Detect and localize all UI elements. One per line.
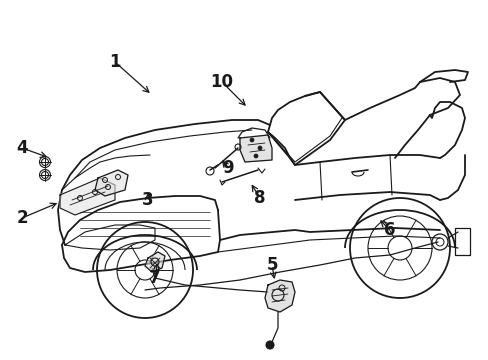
Polygon shape [145, 252, 164, 272]
Polygon shape [240, 135, 271, 162]
Text: 5: 5 [265, 256, 277, 274]
Polygon shape [264, 280, 294, 312]
Text: 3: 3 [142, 191, 154, 209]
Circle shape [265, 341, 273, 349]
Polygon shape [95, 170, 128, 196]
Circle shape [258, 146, 262, 150]
Polygon shape [60, 178, 115, 215]
Text: 8: 8 [254, 189, 265, 207]
Text: 4: 4 [16, 139, 28, 157]
Text: 10: 10 [210, 73, 233, 91]
Circle shape [249, 138, 253, 142]
Text: 6: 6 [384, 221, 395, 239]
Text: 1: 1 [109, 53, 121, 71]
Text: 2: 2 [16, 209, 28, 227]
Circle shape [253, 154, 258, 158]
Text: 9: 9 [222, 159, 233, 177]
Text: 7: 7 [149, 269, 161, 287]
